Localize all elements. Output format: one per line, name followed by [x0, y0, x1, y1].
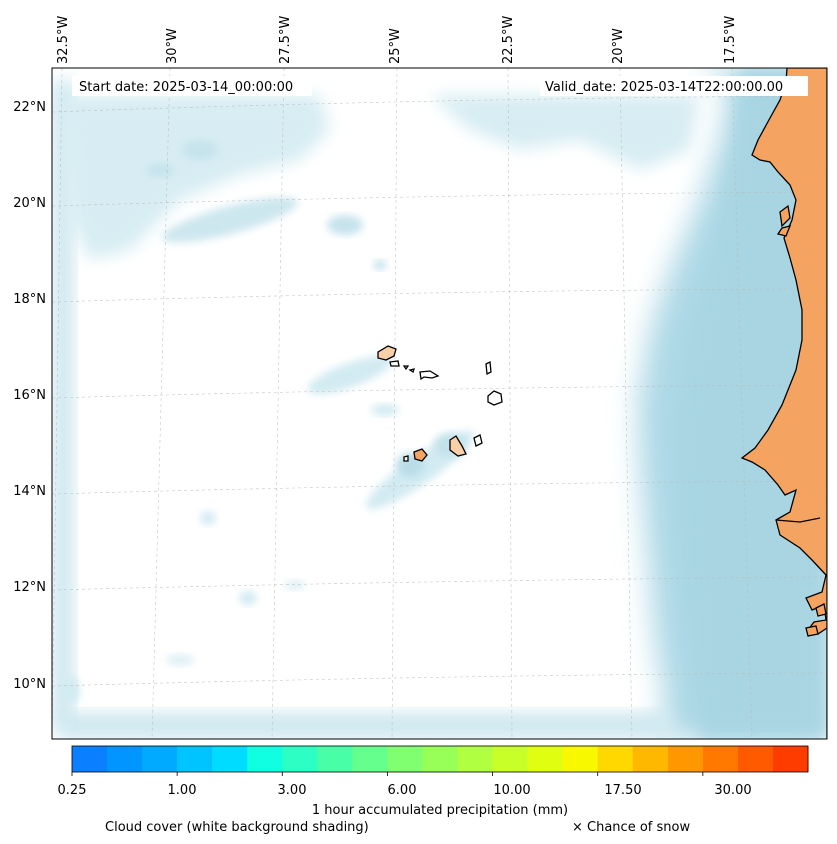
- lon-label: 30°W: [165, 28, 180, 64]
- island-santa-luzia: [402, 365, 410, 371]
- lat-label: 22°N: [13, 100, 46, 115]
- longitude-labels: 32.5°W 30°W 27.5°W 25°W 22.5°W 20°W 17.5…: [56, 16, 738, 64]
- cloud-top-left: [60, 95, 330, 260]
- colorbar-cell: [282, 746, 318, 772]
- colorbar-tick-label: 30.00: [714, 783, 751, 798]
- cloud-bottom-strip: [60, 712, 670, 739]
- cloud-blob: [285, 580, 305, 590]
- lat-label: 18°N: [13, 292, 46, 307]
- island-boa-vista: [487, 390, 503, 406]
- island-brava: [403, 455, 409, 462]
- colorbar-cell: [212, 746, 248, 772]
- cloud-blob: [327, 215, 363, 235]
- cloud-blob: [60, 676, 80, 704]
- lon-label: 20°W: [611, 28, 626, 64]
- lat-label: 12°N: [13, 580, 46, 595]
- cloud-blob: [200, 511, 216, 525]
- colorbar-cell: [422, 746, 459, 772]
- map-content: Start date: 2025-03-14_00:00:00 Valid_da…: [52, 68, 827, 739]
- island-santo-antao: [377, 345, 397, 361]
- coast-detail: [815, 603, 827, 617]
- colorbar-cell: [597, 746, 634, 772]
- lon-label: 27.5°W: [278, 16, 293, 64]
- coast-detail: [805, 625, 819, 637]
- colorbar-cell: [492, 746, 529, 772]
- snow-legend: × Chance of snow: [572, 820, 690, 835]
- cloud-top-right: [430, 95, 700, 170]
- cloud-left-strip: [52, 80, 74, 730]
- cloud-cover-legend: Cloud cover (white background shading): [105, 820, 369, 835]
- colorbar-cell: [562, 746, 599, 772]
- lon-label: 32.5°W: [56, 16, 71, 64]
- precipitation-colorbar: [71, 745, 809, 776]
- lat-label: 14°N: [13, 484, 46, 499]
- lat-label: 16°N: [13, 388, 46, 403]
- colorbar-cell: [387, 746, 423, 772]
- colorbar-cell: [527, 746, 564, 772]
- map-frame: [51, 67, 828, 740]
- island-sal: [485, 360, 492, 376]
- colorbar-cell: [632, 746, 669, 772]
- start-date-box: [72, 76, 312, 96]
- lon-label: 22.5°W: [501, 16, 516, 64]
- colorbar-tick-label: 6.00: [388, 783, 417, 798]
- valid-date-text: Valid_date: 2025-03-14T22:00:00.00: [545, 80, 783, 95]
- colorbar-tick-label: 0.25: [58, 783, 87, 798]
- africa-land: [740, 68, 827, 739]
- island-sao-nicolau-main: [419, 370, 440, 381]
- lon-label: 17.5°W: [723, 16, 738, 64]
- coast-detail: [779, 204, 791, 228]
- colorbar-cell: [352, 746, 388, 772]
- lat-label: 10°N: [13, 677, 46, 692]
- latitude-labels: 22°N 20°N 18°N 16°N 14°N 12°N 10°N: [13, 100, 46, 692]
- cloud-blob: [373, 260, 387, 270]
- colorbar-border: [71, 745, 809, 773]
- start-date-text: Start date: 2025-03-14_00:00:00: [79, 80, 293, 95]
- cloud-blob: [162, 197, 298, 243]
- island-sao-nicolau: [408, 368, 415, 374]
- colorbar-tick-label: 1.00: [168, 783, 197, 798]
- colorbar-cell: [317, 746, 353, 772]
- colorbar-cell: [702, 746, 739, 772]
- lat-label: 20°N: [13, 196, 46, 211]
- cloud-blob: [146, 163, 174, 177]
- cloud-island-area: [307, 355, 393, 395]
- colorbar-cell: [737, 746, 774, 772]
- colorbar-label: 1 hour accumulated precipitation (mm): [312, 803, 568, 818]
- colorbar-cell: [107, 746, 143, 772]
- valid-date-box: [540, 76, 808, 96]
- island-sao-vicente: [389, 360, 400, 367]
- lon-label: 25°W: [388, 28, 403, 64]
- island-fogo: [413, 448, 428, 462]
- island-maio: [473, 434, 483, 447]
- graticule: [52, 68, 827, 739]
- colorbar-ticks: 0.25 1.00 3.00 6.00 10.00 17.50 30.00: [58, 783, 752, 798]
- cape-verde-islands: [377, 345, 503, 462]
- colorbar-tick-label: 3.00: [278, 783, 307, 798]
- colorbar-tick-label: 10.00: [493, 783, 530, 798]
- cloud-blob: [239, 591, 257, 605]
- colorbar-tick-label: 17.50: [604, 783, 641, 798]
- island-santiago: [449, 435, 467, 457]
- colorbar-cell: [772, 746, 809, 772]
- coast-detail: [776, 225, 792, 237]
- colorbar-cell: [142, 746, 178, 772]
- colorbar-cell: [247, 746, 283, 772]
- colorbar-cell: [72, 746, 108, 772]
- colorbar-cell: [457, 746, 494, 772]
- colorbar-cell: [667, 746, 704, 772]
- colorbar-cell: [177, 746, 213, 772]
- cloud-blob: [182, 140, 218, 160]
- cloud-island-area: [371, 404, 399, 416]
- coast-detail: [775, 517, 821, 523]
- cloud-blob: [166, 654, 194, 666]
